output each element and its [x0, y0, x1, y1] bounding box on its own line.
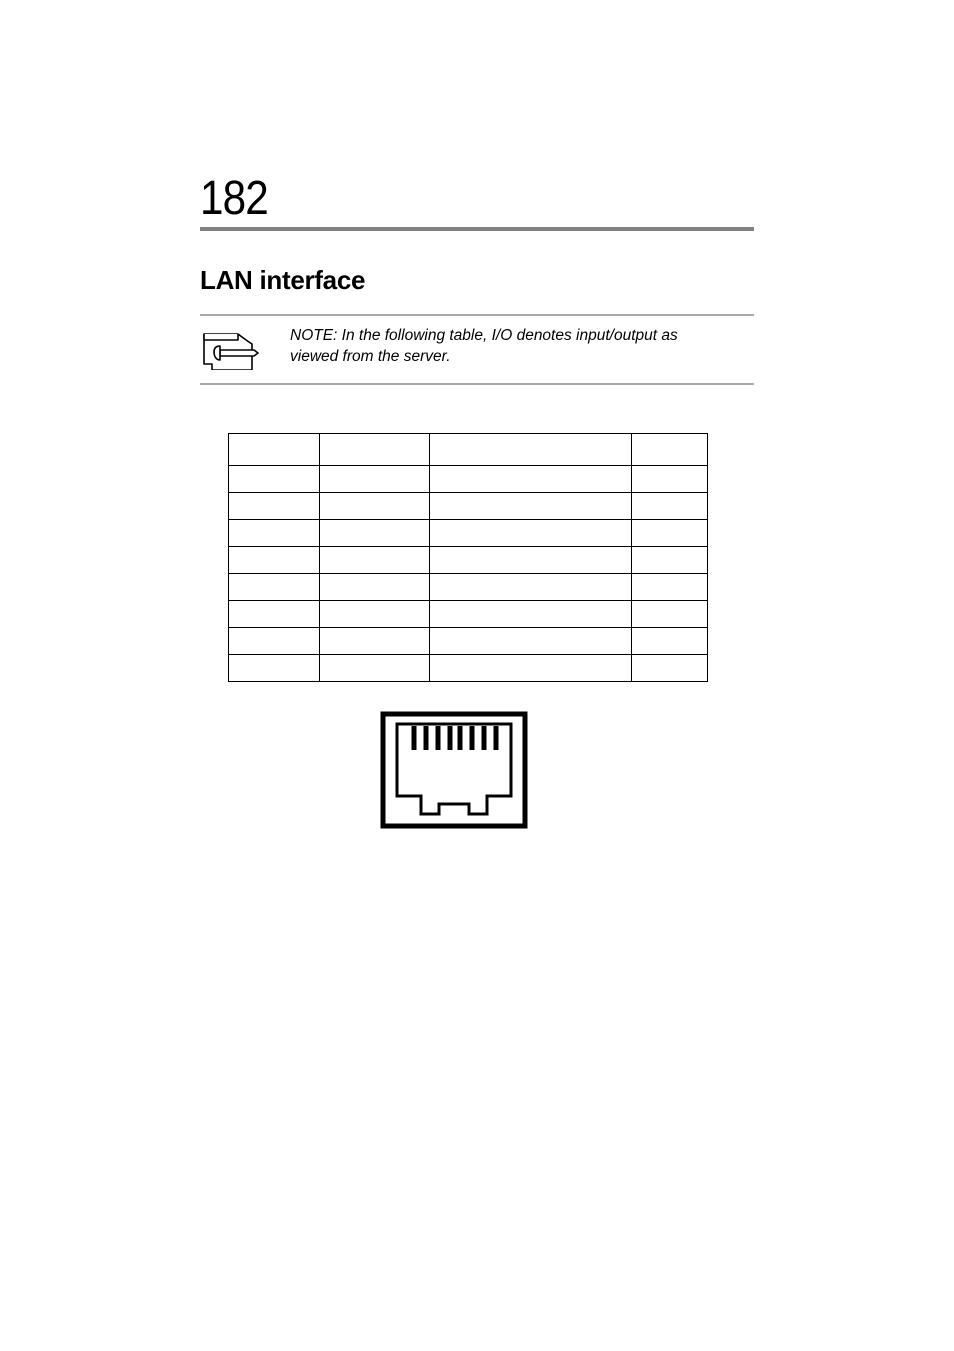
page-number-divider: [200, 227, 754, 231]
pointing-hand-icon: [200, 326, 260, 375]
note-callout: NOTE: In the following table, I/O denote…: [200, 314, 754, 385]
pinout-table: [228, 433, 708, 682]
table-row: [229, 466, 708, 493]
table-row: [229, 655, 708, 682]
table-row: [229, 601, 708, 628]
pinout-table-container: [200, 433, 754, 682]
table-row: [229, 628, 708, 655]
connector-diagram-container: [200, 710, 680, 830]
note-text: NOTE: In the following table, I/O denote…: [290, 326, 754, 368]
table-row: [229, 493, 708, 520]
rj45-connector-icon: [379, 710, 529, 830]
table-row: [229, 574, 708, 601]
table-row: [229, 547, 708, 574]
table-row: [229, 520, 708, 547]
table-row: [229, 434, 708, 466]
page-number: 182: [200, 175, 688, 223]
document-page: 182 LAN interface NOTE: In the following…: [0, 0, 954, 830]
section-heading: LAN interface: [200, 265, 754, 296]
